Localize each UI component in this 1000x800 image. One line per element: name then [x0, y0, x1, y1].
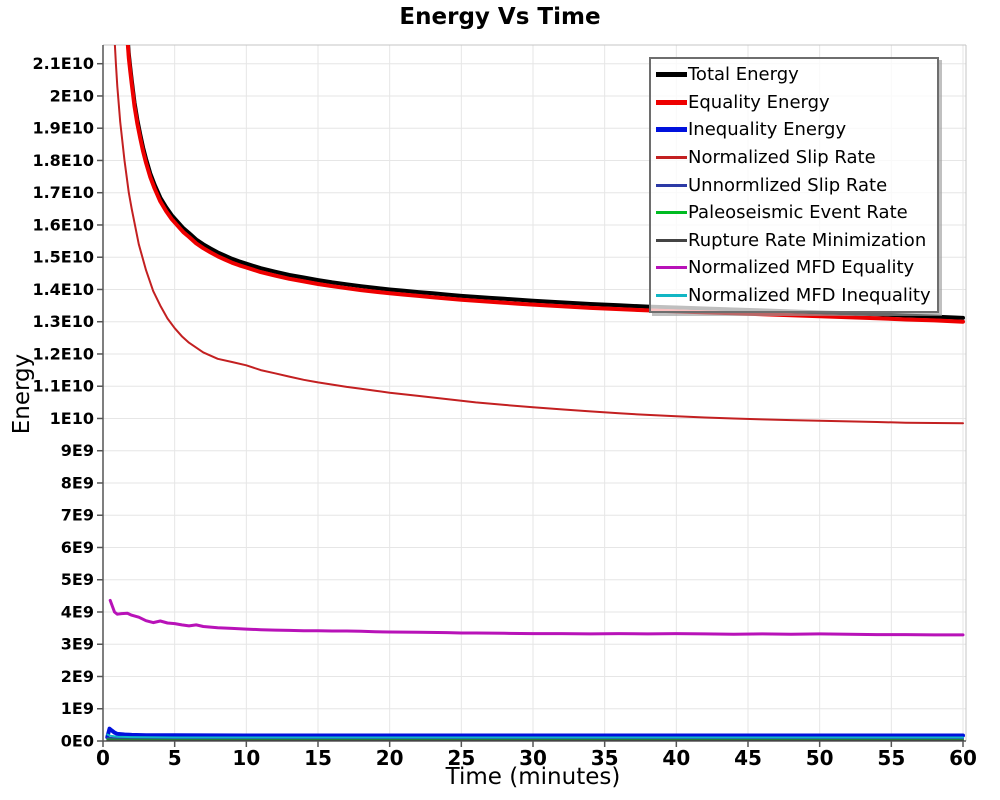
- legend-swatch-line: [656, 211, 687, 215]
- legend-item-label: Unnormlized Slip Rate: [688, 174, 888, 196]
- legend-swatch-line: [656, 294, 687, 298]
- y-tick-label: 1.7E10: [32, 183, 94, 202]
- x-tick-label: 45: [734, 746, 762, 770]
- legend-item-label: Rupture Rate Minimization: [688, 229, 927, 251]
- legend-item-label: Paleoseismic Event Rate: [688, 202, 908, 224]
- y-tick-label: 1E9: [61, 699, 94, 718]
- y-tick-label: 4E9: [61, 602, 94, 621]
- legend-swatch-line: [656, 183, 687, 187]
- y-tick-label: 3E9: [61, 635, 94, 654]
- y-tick-label: 2E9: [61, 667, 94, 686]
- x-tick-label: 35: [591, 746, 619, 770]
- y-tick-label: 7E9: [61, 506, 94, 525]
- x-tick-label: 30: [519, 746, 547, 770]
- legend-item: Inequality Energy: [656, 116, 931, 144]
- x-tick-label: 15: [304, 746, 332, 770]
- legend-item: Total Energy: [656, 61, 931, 89]
- series-line-normalized-mfd-inequality: [106, 733, 964, 739]
- legend-item-label: Equality Energy: [688, 91, 830, 113]
- legend-swatch-line: [656, 72, 687, 78]
- legend-item: Unnormlized Slip Rate: [656, 171, 931, 199]
- y-tick-label: 9E9: [61, 441, 94, 460]
- legend-swatch-line: [656, 127, 687, 133]
- legend-item: Normalized MFD Inequality: [656, 282, 931, 310]
- legend-item: Equality Energy: [656, 89, 931, 117]
- y-tick-label: 2.1E10: [32, 54, 94, 73]
- y-tick-label: 0E0: [61, 732, 94, 751]
- y-tick-label: 1.6E10: [32, 215, 94, 234]
- y-tick-label: 1.4E10: [32, 280, 94, 299]
- legend-item-label: Inequality Energy: [688, 119, 847, 141]
- x-tick-label: 40: [662, 746, 690, 770]
- series-line-normalized-mfd-equality: [108, 598, 965, 637]
- x-axis-title: Time (minutes): [445, 764, 621, 790]
- legend-swatch-line: [656, 238, 687, 242]
- legend-item: Rupture Rate Minimization: [656, 227, 931, 255]
- legend-item-label: Normalized MFD Inequality: [688, 285, 931, 307]
- legend-swatch-line: [656, 156, 687, 160]
- x-tick-label: 0: [96, 746, 110, 770]
- legend-item: Paleoseismic Event Rate: [656, 199, 931, 227]
- chart-title: Energy Vs Time: [399, 4, 601, 30]
- legend-swatch-line: [656, 266, 687, 270]
- legend-item: Normalized MFD Equality: [656, 254, 931, 282]
- legend-item: Normalized Slip Rate: [656, 144, 931, 172]
- x-tick-label: 10: [232, 746, 260, 770]
- x-tick-label: 20: [376, 746, 404, 770]
- legend-item-label: Total Energy: [688, 64, 799, 86]
- y-tick-label: 1E10: [50, 409, 94, 428]
- legend-item-label: Normalized MFD Equality: [688, 257, 915, 279]
- x-tick-label: 5: [168, 746, 182, 770]
- x-tick-label: 50: [806, 746, 834, 770]
- y-tick-label: 1.8E10: [32, 151, 94, 170]
- y-tick-label: 8E9: [61, 473, 94, 492]
- legend: Total Energy Equality Energy Inequality En…: [649, 57, 939, 314]
- y-tick-label: 1.9E10: [32, 119, 94, 138]
- y-axis-title: Energy: [9, 353, 35, 435]
- y-tick-label: 2E10: [50, 86, 94, 105]
- y-tick-label: 1.2E10: [32, 344, 94, 363]
- x-tick-label: 25: [447, 746, 475, 770]
- y-tick-label: 1.3E10: [32, 312, 94, 331]
- series-line-normalized-slip-rate: [113, 45, 964, 425]
- legend-swatch-line: [656, 99, 687, 105]
- x-tick-label: 60: [949, 746, 977, 770]
- y-tick-label: 5E9: [61, 570, 94, 589]
- legend-item-label: Normalized Slip Rate: [688, 147, 876, 169]
- series-line-inequality-energy: [105, 726, 965, 740]
- y-tick-label: 6E9: [61, 538, 94, 557]
- x-tick-label: 55: [877, 746, 905, 770]
- series-line-unnormlized-slip-rate: [106, 736, 964, 740]
- y-tick-label: 1.5E10: [32, 248, 94, 267]
- y-tick-label: 1.1E10: [32, 377, 94, 396]
